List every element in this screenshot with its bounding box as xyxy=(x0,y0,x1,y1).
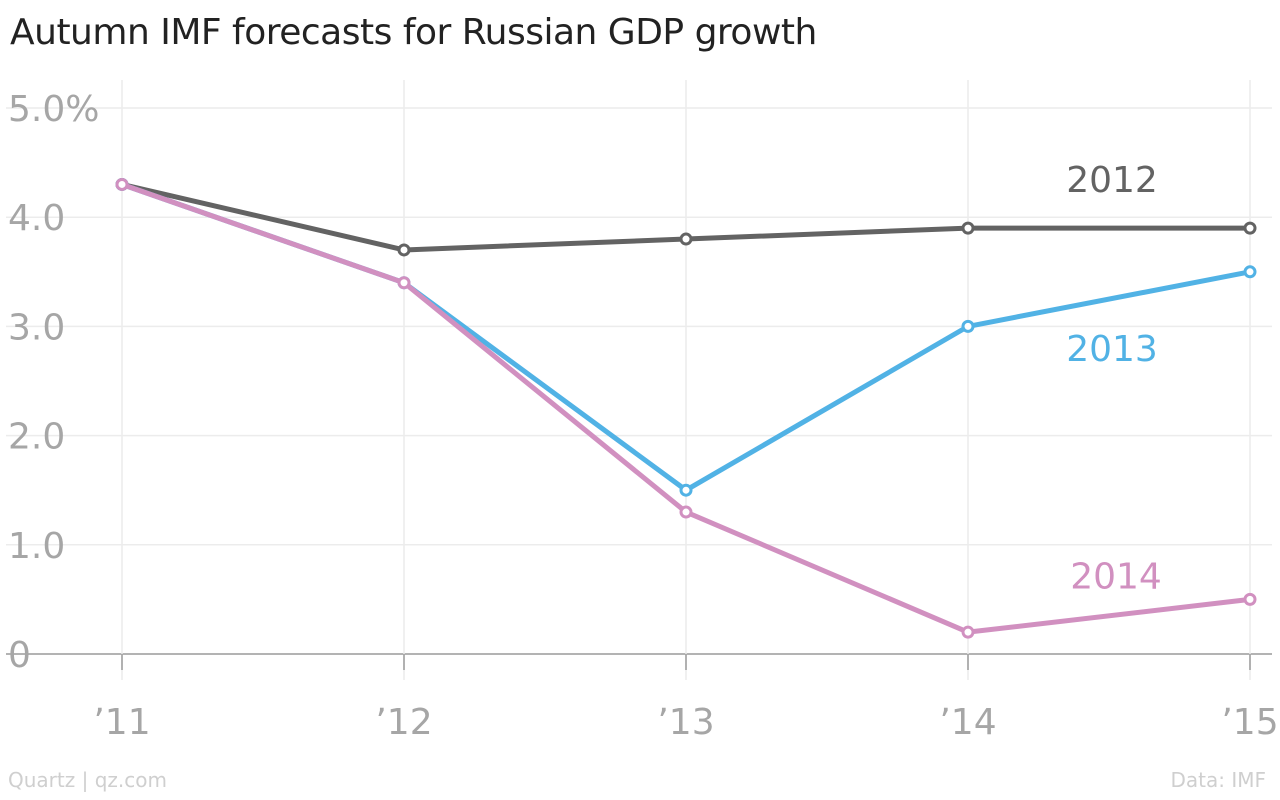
data-point xyxy=(1243,265,1257,279)
x-axis-ticks: ’11 ’12 ’13 ’14 ’15 xyxy=(93,702,1278,743)
y-tick-label: 0 xyxy=(8,635,31,676)
credit-text: Quartz | qz.com xyxy=(8,768,167,792)
x-tick-label: ’14 xyxy=(939,702,996,743)
y-tick-label: 2.0 xyxy=(8,417,65,458)
data-point xyxy=(1243,592,1257,606)
grid xyxy=(6,80,1272,680)
y-axis-ticks: 0 1.0 2.0 3.0 4.0 5.0% xyxy=(8,89,99,676)
x-tick-label: ’15 xyxy=(1221,702,1278,743)
x-tick-label: ’11 xyxy=(93,702,150,743)
data-point xyxy=(1243,221,1257,235)
x-tick-label: ’12 xyxy=(375,702,432,743)
chart-title: Autumn IMF forecasts for Russian GDP gro… xyxy=(10,12,817,53)
series-label: 2012 xyxy=(1066,160,1158,201)
series-lines xyxy=(115,177,1257,639)
y-tick-label: 3.0 xyxy=(8,307,65,348)
data-point xyxy=(961,319,975,333)
series-label: 2014 xyxy=(1070,556,1162,597)
x-tick-label: ’13 xyxy=(657,702,714,743)
y-tick-label: 4.0 xyxy=(8,198,65,239)
series-labels: 2012 2013 2014 xyxy=(1066,160,1162,597)
y-tick-label: 5.0% xyxy=(8,89,99,130)
data-point xyxy=(679,232,693,246)
data-point xyxy=(115,177,129,191)
data-point xyxy=(679,483,693,497)
data-point xyxy=(679,505,693,519)
data-point xyxy=(961,221,975,235)
data-point xyxy=(397,276,411,290)
y-tick-label: 1.0 xyxy=(8,526,65,567)
data-point xyxy=(961,625,975,639)
data-point xyxy=(397,243,411,257)
source-text: Data: IMF xyxy=(1170,768,1266,792)
series-label: 2013 xyxy=(1066,329,1158,370)
